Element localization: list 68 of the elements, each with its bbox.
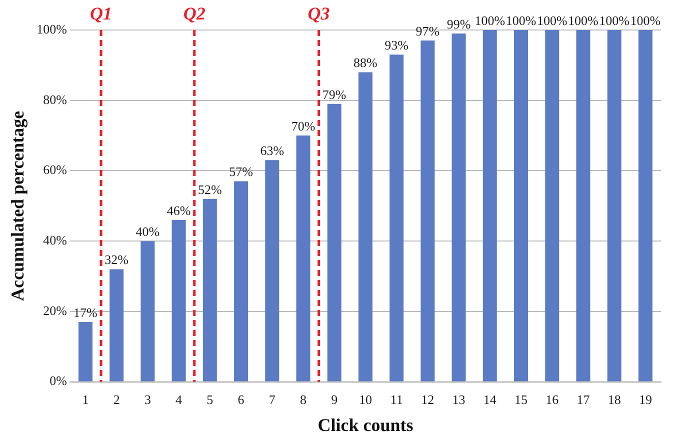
y-tick-label: 20% [43, 302, 68, 318]
ref-line-label: Q1 [90, 4, 112, 24]
bar [545, 30, 560, 382]
x-tick-label: 5 [206, 392, 214, 408]
data-label: 17% [74, 304, 98, 320]
data-label: 52% [198, 182, 222, 197]
bar [482, 30, 497, 382]
x-tick-label: 3 [144, 392, 151, 408]
x-tick-label: 18 [608, 392, 621, 408]
bar [390, 54, 404, 382]
bar [607, 30, 622, 382]
data-label: 97% [416, 23, 440, 38]
x-axis-title: Click counts [318, 414, 414, 435]
data-label: 57% [229, 164, 254, 180]
x-tick-label: 2 [113, 392, 120, 408]
data-label: 40% [136, 224, 160, 239]
bar [638, 30, 652, 382]
data-label: 79% [322, 86, 346, 102]
data-label: 100% [506, 12, 536, 28]
x-tick-label: 1 [82, 392, 89, 408]
bar [296, 136, 310, 382]
bar [234, 181, 248, 382]
ref-line-label: Q2 [183, 4, 206, 24]
y-tick-label: 80% [43, 92, 68, 107]
data-label: 32% [104, 252, 129, 268]
data-label: 100% [536, 12, 568, 28]
bar [172, 220, 186, 382]
bar [576, 30, 590, 382]
bar [140, 241, 155, 382]
data-label: 100% [599, 12, 630, 28]
data-label: 70% [291, 118, 316, 134]
bar [452, 34, 466, 382]
bar [202, 198, 217, 382]
data-label: 99% [446, 16, 471, 32]
data-label: 88% [354, 55, 378, 70]
x-tick-label: 6 [238, 392, 245, 408]
x-tick-label: 12 [421, 392, 434, 408]
y-tick-label: 60% [43, 162, 68, 178]
x-tick-label: 8 [300, 392, 306, 408]
x-tick-label: 11 [390, 392, 403, 408]
y-tick-label: 40% [43, 232, 68, 248]
x-tick-label: 13 [452, 392, 466, 408]
bar [110, 269, 124, 382]
bar [514, 30, 528, 382]
x-tick-label: 15 [514, 392, 528, 408]
data-label: 100% [630, 12, 661, 28]
bar [78, 322, 92, 382]
data-label: 46% [166, 202, 191, 218]
x-tick-label: 16 [546, 392, 560, 408]
x-tick-label: 4 [176, 392, 183, 408]
y-tick-label: 100% [36, 21, 68, 36]
data-label: 100% [474, 12, 506, 28]
x-tick-label: 19 [638, 392, 652, 408]
bar [420, 40, 435, 382]
y-tick-label: 0% [50, 373, 68, 388]
x-tick-label: 9 [331, 392, 338, 408]
bar [358, 72, 372, 382]
x-tick-label: 14 [483, 392, 497, 408]
x-tick-label: 10 [358, 392, 372, 408]
y-axis-title: Accumulated percentage [7, 110, 28, 301]
data-label: 100% [568, 12, 599, 28]
ref-line-label: Q3 [308, 4, 330, 24]
x-tick-label: 7 [268, 392, 276, 408]
bar [265, 160, 280, 382]
data-label: 63% [260, 143, 284, 158]
data-label: 93% [384, 38, 409, 53]
x-tick-label: 17 [576, 392, 590, 408]
bar [327, 104, 342, 382]
